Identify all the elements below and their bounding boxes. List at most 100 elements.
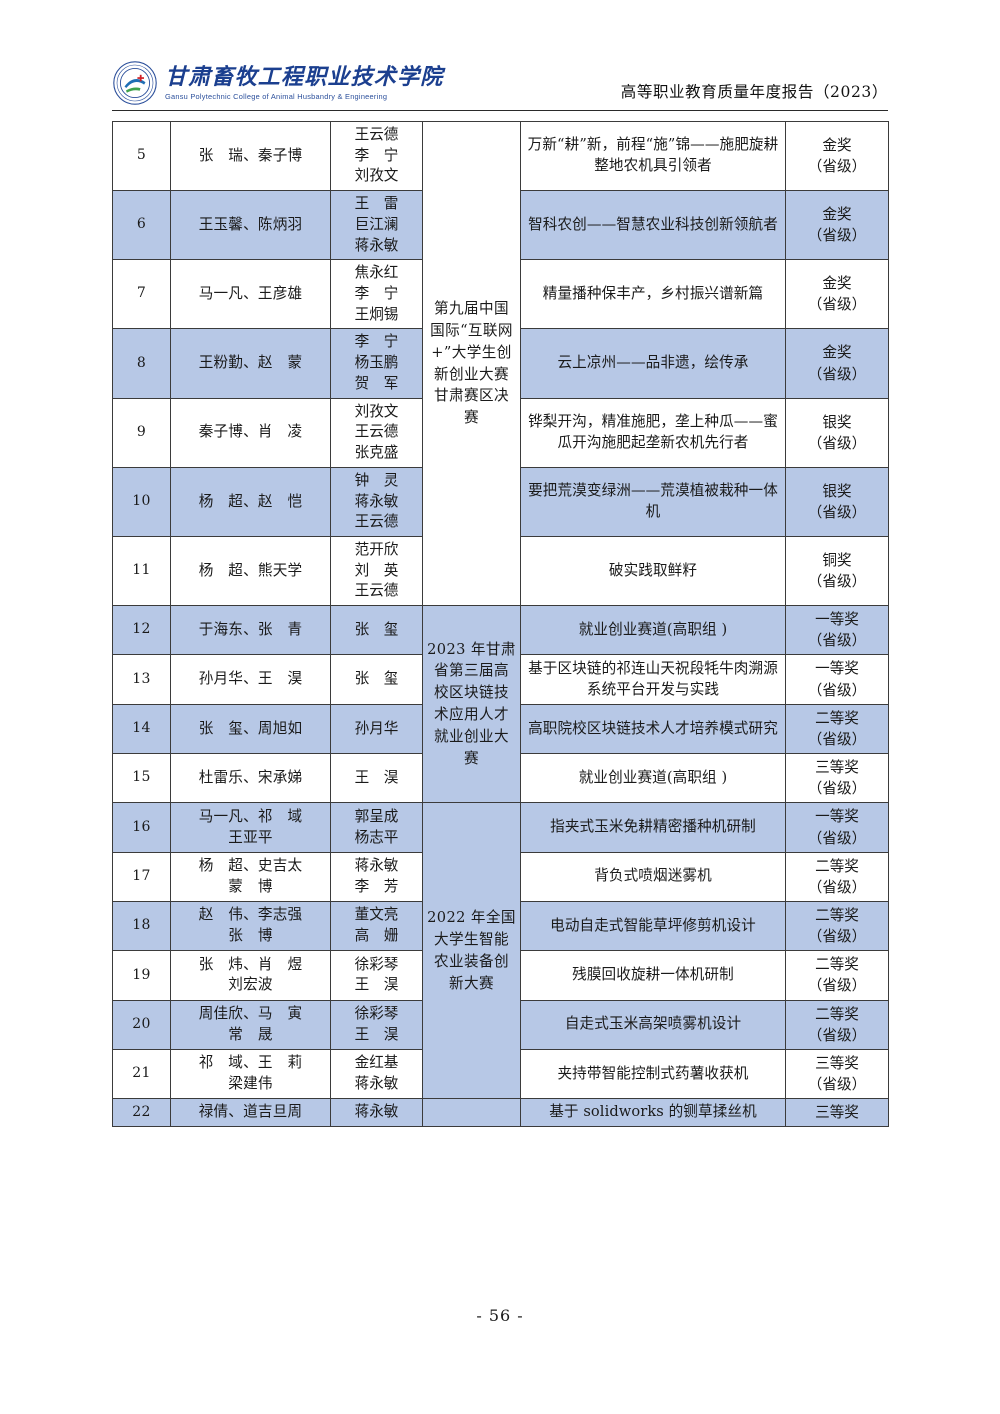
cell-teachers: 张 玺 (330, 605, 423, 656)
cell-project-name: 高职院校区块链技术人才培养模式研究 (520, 703, 786, 755)
cell-students: 祁 域、王 莉 梁建伟 (170, 1048, 331, 1100)
cell-teachers: 郭呈成 杨志平 (330, 802, 423, 853)
cell-award-level: 二等奖 （省级） (785, 999, 889, 1050)
cell-project-name: 万新“耕”新，前程“施”锦——施肥旋耕整地农机具引领者 (520, 120, 786, 192)
cell-project-name: 破实践取鲜籽 (520, 535, 786, 607)
cell-row-number: 10 (112, 466, 171, 537)
cell-row-number: 19 (112, 950, 171, 1001)
cell-project-name: 残膜回收旋耕一体机研制 (520, 950, 786, 1001)
cell-teachers: 王云德 李 宁 刘孜文 (330, 120, 423, 192)
cell-teachers: 李 宁 杨玉鹏 贺 军 (330, 328, 423, 399)
cell-row-number: 6 (112, 190, 171, 261)
cell-row-number: 20 (112, 999, 171, 1050)
table-row: 17 杨 超、史吉太 蒙 博蒋永敏 李 芳 背负式喷烟迷雾机 二等奖 （省级） (112, 851, 889, 902)
cell-award-level: 银奖 （省级） (785, 397, 889, 468)
cell-competition-name: 2023 年甘肃省第三届高校区块链技术应用人才就业创业大赛 (422, 605, 521, 804)
cell-students: 马一凡、王彦雄 (170, 259, 331, 330)
cell-teachers: 孙月华 (330, 703, 423, 755)
cell-competition-name (422, 1098, 521, 1128)
institution-name-en: Gansu Polytechnic College of Animal Husb… (165, 91, 388, 101)
cell-teachers: 金红基 蒋永敏 (330, 1048, 423, 1100)
header-divider (112, 110, 888, 111)
cell-row-number: 8 (112, 328, 171, 399)
table-row: 9 秦子博、肖 凌刘孜文 王云德 张克盛 铧梨开沟，精准施肥，垄上种瓜——蜜瓜开沟施… (112, 397, 889, 468)
table-row: 12 于海东、张 青张 玺 2023 年甘肃省第三届高校区块链技术应用人才就业创业大… (112, 605, 889, 804)
cell-students: 张 玺、周旭如 (170, 703, 331, 755)
table-row: 13 孙月华、王 淏张 玺 基于区块链的祁连山天祝段牦牛肉溯源系统平台开发与实践 一等… (112, 654, 889, 705)
cell-project-name: 夹持带智能控制式药薯收获机 (520, 1048, 786, 1100)
cell-project-name: 要把荒漠变绿洲——荒漠植被栽种一体机 (520, 466, 786, 537)
table-row: 18 赵 伟、李志强 张 博董文亮 高 姗 电动自走式智能草坪修剪机设计 二等奖 （省… (112, 900, 889, 952)
cell-competition-name: 第九届中国国际“互联网+”大学生创新创业大赛甘肃赛区决赛 (422, 120, 521, 607)
cell-award-level: 二等奖 （省级） (785, 900, 889, 952)
cell-award-level: 二等奖 （省级） (785, 851, 889, 902)
cell-award-level: 金奖 （省级） (785, 259, 889, 330)
cell-award-level: 二等奖 （省级） (785, 950, 889, 1001)
cell-row-number: 14 (112, 703, 171, 755)
cell-project-name: 铧梨开沟，精准施肥，垄上种瓜——蜜瓜开沟施肥起垄新农机先行者 (520, 397, 786, 468)
cell-students: 赵 伟、李志强 张 博 (170, 900, 331, 952)
cell-award-level: 一等奖 （省级） (785, 802, 889, 853)
cell-project-name: 基于 solidworks 的铡草揉丝机 (520, 1098, 786, 1128)
cell-project-name: 指夹式玉米免耕精密播种机研制 (520, 802, 786, 853)
table-row: 6 王玉馨、陈炳羽王 雷 巨江澜 蒋永敏 智科农创——智慧农业科技创新领航者 金奖 （… (112, 190, 889, 261)
table-row: 8 王粉勤、赵 蒙李 宁 杨玉鹏 贺 军 云上凉州——品非遗，绘传承 金奖 （省级） (112, 328, 889, 399)
cell-teachers: 范开欣 刘 英 王云德 (330, 535, 423, 607)
cell-project-name: 背负式喷烟迷雾机 (520, 851, 786, 902)
cell-award-level: 铜奖 （省级） (785, 535, 889, 607)
cell-award-level: 二等奖 （省级） (785, 703, 889, 755)
cell-project-name: 就业创业赛道(高职组 ) (520, 753, 786, 804)
cell-students: 孙月华、王 淏 (170, 654, 331, 705)
cell-row-number: 11 (112, 535, 171, 607)
cell-award-level: 银奖 （省级） (785, 466, 889, 537)
cell-students: 马一凡、祁 域 王亚平 (170, 802, 331, 853)
cell-award-level: 一等奖 （省级） (785, 605, 889, 656)
cell-award-level: 三等奖 (785, 1098, 889, 1128)
institution-name-block: 甘肃畜牧工程职业技术学院 Gansu Polytechnic College o… (165, 66, 443, 100)
cell-teachers: 徐彩琴 王 淏 (330, 999, 423, 1050)
table-row: 15 杜雷乐、宋承娣王 淏 就业创业赛道(高职组 ) 三等奖 （省级） (112, 753, 889, 804)
cell-teachers: 蒋永敏 李 芳 (330, 851, 423, 902)
table-row: 16 马一凡、祁 域 王亚平 郭呈成 杨志平 2022 年全国大学生智能农业装备创新大… (112, 802, 889, 1100)
table-row: 11 杨 超、熊天学 范开欣 刘 英 王云德 破实践取鲜籽 铜奖 （省级） (112, 535, 889, 607)
college-seal-icon (112, 60, 158, 106)
cell-students: 王粉勤、赵 蒙 (170, 328, 331, 399)
cell-row-number: 17 (112, 851, 171, 902)
cell-award-level: 一等奖 （省级） (785, 654, 889, 705)
table-row: 19 张 炜、肖 煜 刘宏波 徐彩琴 王 淏 残膜回收旋耕一体机研制 二等奖 （省级） (112, 950, 889, 1001)
cell-teachers: 钟 灵 蒋永敏 王云德 (330, 466, 423, 537)
cell-competition-name: 2022 年全国大学生智能农业装备创新大赛 (422, 802, 521, 1100)
cell-project-name: 基于区块链的祁连山天祝段牦牛肉溯源系统平台开发与实践 (520, 654, 786, 705)
cell-students: 杨 超、史吉太 蒙 博 (170, 851, 331, 902)
cell-award-level: 三等奖 （省级） (785, 1048, 889, 1100)
cell-teachers: 王 淏 (330, 753, 423, 804)
cell-teachers: 焦永红 李 宁 王炯锡 (330, 259, 423, 330)
cell-students: 禄倩、道吉旦周 (170, 1098, 331, 1128)
page-number: - 56 - (476, 1306, 524, 1325)
cell-award-level: 金奖 （省级） (785, 190, 889, 261)
document-title: 高等职业教育质量年度报告（2023） (620, 83, 888, 101)
page-header: 甘肃畜牧工程职业技术学院 Gansu Polytechnic College o… (112, 44, 888, 106)
cell-teachers: 董文亮 高 姗 (330, 900, 423, 952)
institution-brand: 甘肃畜牧工程职业技术学院 Gansu Polytechnic College o… (112, 60, 443, 106)
cell-project-name: 就业创业赛道(高职组 ) (520, 605, 786, 656)
cell-row-number: 22 (112, 1098, 171, 1128)
cell-row-number: 13 (112, 654, 171, 705)
cell-row-number: 21 (112, 1048, 171, 1100)
cell-row-number: 12 (112, 605, 171, 656)
cell-teachers: 王 雷 巨江澜 蒋永敏 (330, 190, 423, 261)
table-row: 20 周佳欣、马 寅 常 晟徐彩琴 王 淏 自走式玉米高架喷雾机设计 二等奖 （省级） (112, 999, 889, 1050)
cell-project-name: 智科农创——智慧农业科技创新领航者 (520, 190, 786, 261)
cell-students: 王玉馨、陈炳羽 (170, 190, 331, 261)
table-row: 21 祁 域、王 莉 梁建伟 金红基 蒋永敏 夹持带智能控制式药薯收获机 三等奖 （省级… (112, 1048, 889, 1100)
cell-teachers: 刘孜文 王云德 张克盛 (330, 397, 423, 468)
cell-row-number: 7 (112, 259, 171, 330)
cell-teachers: 徐彩琴 王 淏 (330, 950, 423, 1001)
cell-award-level: 金奖 （省级） (785, 120, 889, 192)
cell-students: 杨 超、熊天学 (170, 535, 331, 607)
cell-project-name: 精量播种保丰产，乡村振兴谱新篇 (520, 259, 786, 330)
